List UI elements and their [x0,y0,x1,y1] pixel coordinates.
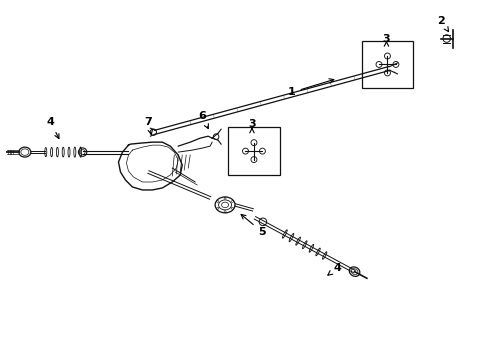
Bar [362,41,414,88]
Bar [228,127,280,175]
Text: 4: 4 [328,263,342,275]
Text: 6: 6 [198,111,208,129]
Text: 2: 2 [438,15,448,32]
Text: 5: 5 [241,215,266,237]
Text: 1: 1 [288,79,334,97]
Text: 3: 3 [383,33,390,44]
Text: 3: 3 [248,119,256,129]
Text: 7: 7 [145,117,152,134]
Text: 4: 4 [47,117,59,139]
